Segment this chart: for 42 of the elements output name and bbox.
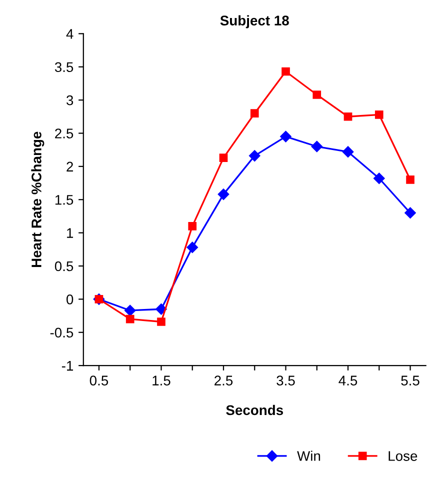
y-tick-label: 1: [67, 228, 74, 238]
y-tick-label: 2.5: [55, 128, 74, 138]
y-tick-label: -0.5: [50, 328, 74, 338]
y-tick-label: -1: [62, 361, 74, 371]
point: [312, 90, 322, 99]
x-tick-label: 2.5: [214, 376, 233, 386]
point: [218, 188, 230, 200]
point: [342, 146, 354, 158]
point: [282, 67, 290, 76]
point: [157, 318, 166, 326]
point: [280, 130, 292, 142]
point: [188, 222, 197, 230]
point: [250, 109, 259, 118]
x-tick-label: 4.5: [338, 376, 358, 386]
legend-label: Lose: [388, 451, 418, 461]
y-tick-label: 0.5: [54, 261, 74, 272]
y-tick-label: 0: [66, 294, 74, 304]
y-tick-label: 3: [66, 95, 74, 106]
x-axis-title: Seconds: [226, 404, 283, 416]
y-tick-label: 3.5: [54, 62, 74, 72]
point: [374, 110, 384, 119]
x-tick-label: 5.5: [401, 376, 420, 386]
legend-label: Win: [297, 450, 320, 461]
point: [406, 176, 414, 184]
x-tick-label: 3.5: [276, 376, 295, 386]
point: [126, 314, 134, 324]
y-tick-label: 4: [66, 29, 74, 39]
point: [219, 154, 228, 162]
point: [311, 140, 322, 152]
point: [404, 207, 416, 218]
y-tick-label: 1.5: [55, 195, 74, 205]
x-tick-label: 0.5: [90, 376, 108, 386]
point: [156, 304, 167, 315]
y-axis-title: Heart Rate %Change: [31, 132, 44, 267]
point: [186, 242, 198, 254]
x-tick-label: 1.5: [152, 376, 170, 386]
point: [374, 172, 385, 184]
point: [249, 150, 260, 162]
chart-title: Subject 18: [220, 15, 289, 28]
point: [124, 304, 136, 316]
y-tick-label: 2: [66, 162, 73, 172]
point: [344, 112, 352, 121]
